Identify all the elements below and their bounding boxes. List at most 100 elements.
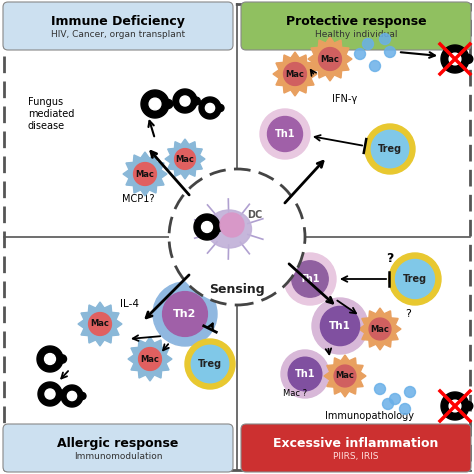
Circle shape (149, 98, 161, 110)
Circle shape (319, 47, 341, 71)
Polygon shape (441, 45, 468, 73)
Polygon shape (165, 139, 205, 179)
Circle shape (374, 383, 385, 394)
Circle shape (153, 282, 217, 346)
Polygon shape (61, 385, 82, 407)
Circle shape (283, 63, 306, 85)
Text: Treg: Treg (378, 144, 402, 154)
Text: Immune Deficiency: Immune Deficiency (51, 15, 185, 28)
Text: Mac: Mac (336, 372, 355, 381)
Circle shape (163, 292, 208, 337)
Circle shape (389, 253, 441, 305)
Text: Healthy individual: Healthy individual (315, 30, 397, 39)
Circle shape (215, 223, 224, 231)
Polygon shape (359, 308, 401, 350)
Circle shape (369, 318, 391, 340)
Circle shape (192, 97, 200, 105)
Circle shape (464, 55, 473, 64)
Circle shape (384, 46, 395, 57)
Text: Th1: Th1 (295, 369, 315, 379)
Polygon shape (273, 52, 317, 96)
Polygon shape (324, 355, 366, 397)
Circle shape (57, 390, 65, 398)
Text: Th2: Th2 (173, 309, 197, 319)
Circle shape (164, 100, 173, 109)
Text: Mac: Mac (285, 70, 304, 79)
Circle shape (191, 345, 229, 383)
Text: Immunopathology: Immunopathology (326, 411, 414, 421)
Circle shape (217, 104, 224, 111)
Text: ?: ? (405, 309, 411, 319)
Circle shape (449, 53, 461, 65)
Text: Immunomodulation: Immunomodulation (74, 452, 162, 461)
Circle shape (185, 339, 235, 389)
Text: Protective response: Protective response (286, 15, 426, 28)
Circle shape (169, 169, 305, 305)
Circle shape (464, 401, 473, 410)
Polygon shape (141, 90, 168, 118)
Text: Allergic response: Allergic response (57, 437, 179, 450)
Circle shape (174, 149, 195, 169)
Text: PIIRS, IRIS: PIIRS, IRIS (333, 452, 379, 461)
Circle shape (138, 347, 162, 371)
Text: Sensing: Sensing (209, 283, 265, 295)
Text: MCP1?: MCP1? (122, 194, 154, 204)
Circle shape (260, 109, 310, 159)
Circle shape (371, 130, 409, 168)
Circle shape (383, 399, 393, 410)
Circle shape (312, 298, 368, 354)
Circle shape (45, 354, 55, 365)
Text: Mac: Mac (136, 170, 155, 179)
Circle shape (201, 221, 212, 232)
Circle shape (67, 392, 77, 401)
Text: Th1: Th1 (275, 129, 295, 139)
Polygon shape (194, 214, 219, 240)
Circle shape (363, 38, 374, 49)
Polygon shape (199, 97, 220, 119)
Circle shape (205, 103, 215, 113)
Circle shape (288, 357, 322, 391)
Circle shape (134, 163, 156, 185)
Polygon shape (173, 89, 196, 113)
FancyBboxPatch shape (3, 2, 233, 50)
Circle shape (320, 306, 360, 346)
Circle shape (355, 48, 365, 60)
Circle shape (89, 312, 111, 336)
Text: Mac: Mac (91, 319, 109, 328)
FancyBboxPatch shape (241, 2, 471, 50)
Text: DC: DC (247, 210, 263, 220)
Circle shape (284, 253, 336, 305)
Circle shape (365, 124, 415, 174)
Text: Excessive inflammation: Excessive inflammation (273, 437, 439, 450)
Circle shape (370, 61, 381, 72)
Circle shape (58, 355, 66, 363)
Text: Th1: Th1 (300, 274, 320, 284)
Circle shape (449, 400, 461, 412)
Polygon shape (308, 37, 352, 81)
Circle shape (380, 34, 391, 45)
Ellipse shape (207, 210, 252, 248)
Circle shape (292, 261, 328, 297)
Polygon shape (38, 382, 61, 406)
Circle shape (334, 365, 356, 387)
Circle shape (45, 389, 55, 399)
Polygon shape (128, 337, 172, 381)
Text: HIV, Cancer, organ transplant: HIV, Cancer, organ transplant (51, 30, 185, 39)
Polygon shape (78, 302, 122, 346)
FancyBboxPatch shape (241, 424, 471, 472)
Circle shape (404, 386, 416, 398)
Circle shape (79, 392, 86, 400)
Text: Treg: Treg (198, 359, 222, 369)
Circle shape (267, 117, 302, 152)
Circle shape (281, 350, 329, 398)
Circle shape (220, 213, 244, 237)
Text: Mac: Mac (175, 155, 194, 164)
Polygon shape (441, 392, 468, 420)
FancyBboxPatch shape (3, 424, 233, 472)
Text: IFN-γ: IFN-γ (332, 94, 357, 104)
Text: Fungus
mediated
disease: Fungus mediated disease (28, 97, 74, 131)
Text: Mac: Mac (320, 55, 339, 64)
Text: IL-4: IL-4 (120, 299, 139, 309)
Circle shape (390, 393, 401, 404)
Text: ?: ? (386, 253, 394, 265)
